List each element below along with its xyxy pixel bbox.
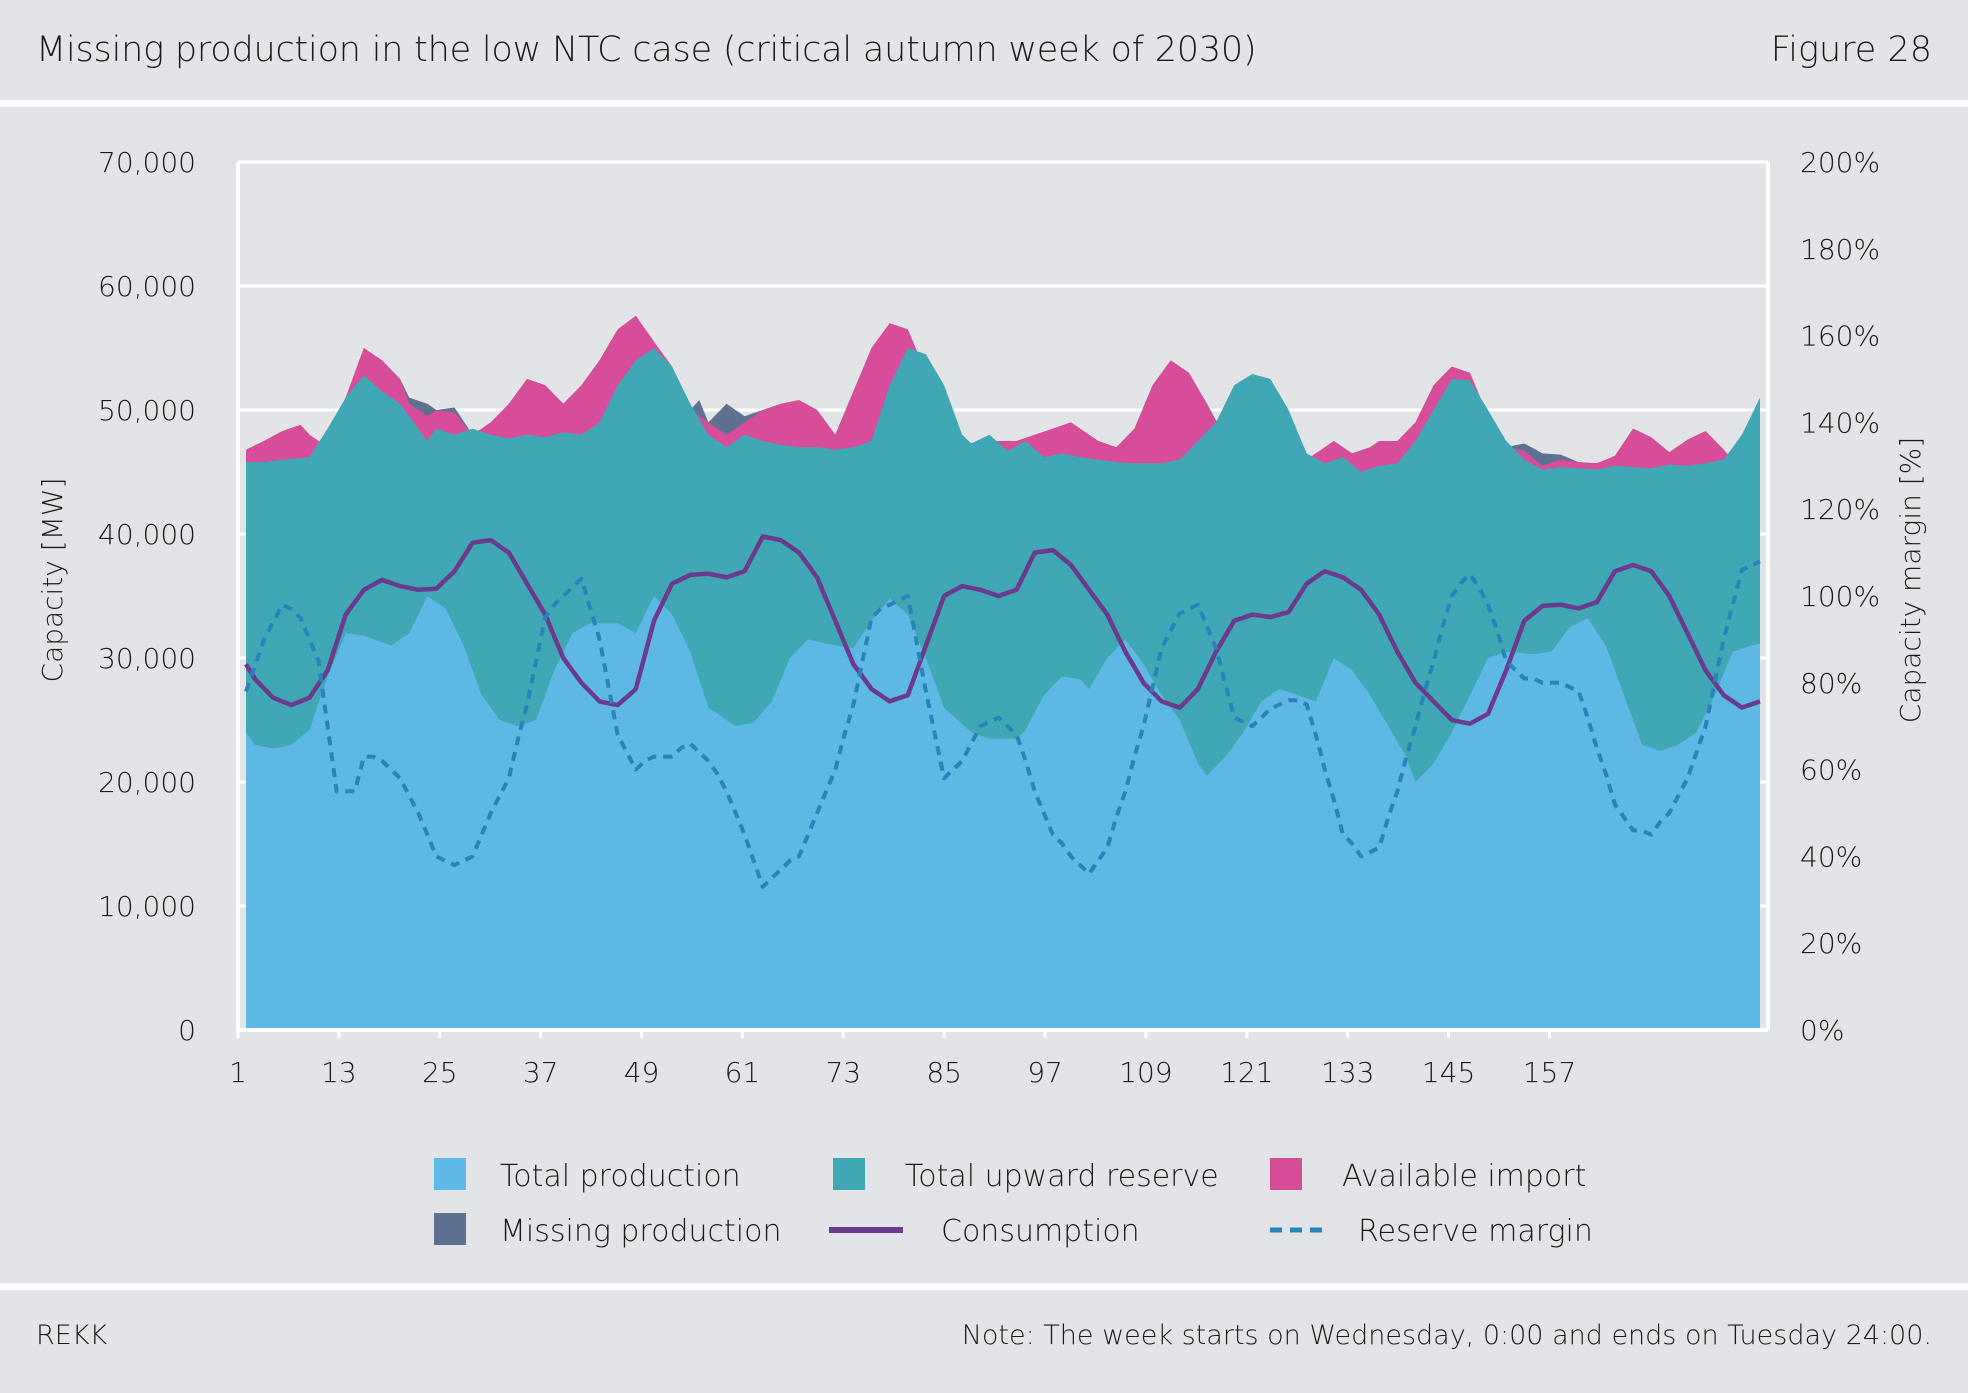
x-tick-label: 133	[1321, 1056, 1374, 1089]
x-tick-label: 121	[1220, 1056, 1273, 1089]
y-tick-label: 20,000	[98, 766, 196, 799]
legend-label: Consumption	[941, 1214, 1140, 1249]
footer-divider	[0, 1283, 1968, 1290]
legend-item: Missing production	[434, 1213, 781, 1249]
x-tick-label: 13	[321, 1056, 357, 1089]
y2-tick-label: 100%	[1800, 580, 1880, 613]
line-consumption	[244, 534, 1761, 726]
y-tick-label: 50,000	[98, 394, 196, 427]
line-series	[244, 534, 1761, 889]
y2-tick-label: 20%	[1800, 927, 1862, 960]
header-divider	[0, 100, 1968, 107]
x-tick-label: 85	[926, 1056, 962, 1089]
legend-item: Available import	[1270, 1158, 1586, 1194]
legend-swatch	[833, 1158, 865, 1190]
x-tick-label: 157	[1523, 1056, 1576, 1089]
legend-label: Total production	[500, 1159, 741, 1194]
y2-tick-label: 200%	[1800, 146, 1880, 179]
legend-item: Consumption	[829, 1214, 1140, 1249]
legend-label: Total upward reserve	[905, 1159, 1219, 1194]
y2-axis-ticks: 0% 20% 40% 60% 80% 100% 120% 140% 160% 180% 200%	[1800, 146, 1880, 1047]
x-tick-label: 49	[624, 1056, 660, 1089]
y-tick-label: 40,000	[98, 518, 196, 551]
legend-label: Reserve margin	[1358, 1214, 1593, 1249]
y2-tick-label: 0%	[1800, 1014, 1844, 1047]
x-tick-label: 25	[422, 1056, 458, 1089]
figure-label: Figure 28	[1770, 30, 1932, 70]
legend-item: Total upward reserve	[833, 1158, 1219, 1194]
area-series	[246, 315, 1760, 1030]
legend: Total production Total upward reserve Avai…	[434, 1158, 1593, 1249]
y2-tick-label: 40%	[1800, 840, 1862, 873]
page-title: Missing production in the low NTC case (…	[36, 30, 1257, 70]
x-tick-label: 97	[1027, 1056, 1063, 1089]
y2-tick-label: 160%	[1800, 320, 1880, 353]
line-reserve-margin	[244, 559, 1761, 889]
y2-tick-label: 60%	[1800, 754, 1862, 787]
footnote: Note: The week starts on Wednesday, 0:00…	[961, 1320, 1932, 1351]
y-axis-title: Capacity [MW]	[36, 478, 69, 683]
legend-label: Missing production	[500, 1214, 781, 1249]
legend-label: Available import	[1342, 1159, 1586, 1194]
y2-tick-label: 80%	[1800, 667, 1862, 700]
x-tick-label: 61	[725, 1056, 761, 1089]
x-tick-label: 145	[1422, 1056, 1475, 1089]
header: Missing production in the low NTC case (…	[0, 0, 1968, 100]
y-tick-label: 60,000	[98, 270, 196, 303]
source-label: REKK	[36, 1320, 108, 1351]
y-tick-label: 0	[178, 1014, 196, 1047]
y2-axis-title: Capacity margin [%]	[1894, 437, 1927, 723]
legend-item: Reserve margin	[1270, 1214, 1593, 1249]
y-axis-ticks: 0 10,000 20,000 30,000 40,000 50,000 60,000 70,…	[98, 146, 196, 1047]
chart: 0 10,000 20,000 30,000 40,000 50,000 60,000 70,…	[36, 146, 1927, 1249]
y-tick-label: 10,000	[98, 890, 196, 923]
y2-tick-label: 120%	[1800, 493, 1880, 526]
x-tick-label: 1	[229, 1056, 247, 1089]
y-tick-label: 30,000	[98, 642, 196, 675]
legend-swatch	[434, 1213, 466, 1245]
legend-item: Total production	[434, 1158, 741, 1194]
x-tick-label: 37	[523, 1056, 559, 1089]
y2-tick-label: 140%	[1800, 406, 1880, 439]
x-tick-label: 73	[825, 1056, 861, 1089]
legend-swatch	[1270, 1158, 1302, 1190]
area-total-production	[246, 596, 1760, 1030]
y-tick-label: 70,000	[98, 146, 196, 179]
plot-frame	[236, 160, 1770, 1032]
legend-swatch	[434, 1158, 466, 1190]
y2-tick-label: 180%	[1800, 233, 1880, 266]
x-axis-ticks: 1 13 25 37 49 61 73 85 97 109 121 133 145 157	[229, 1030, 1576, 1089]
x-tick-label: 109	[1119, 1056, 1172, 1089]
